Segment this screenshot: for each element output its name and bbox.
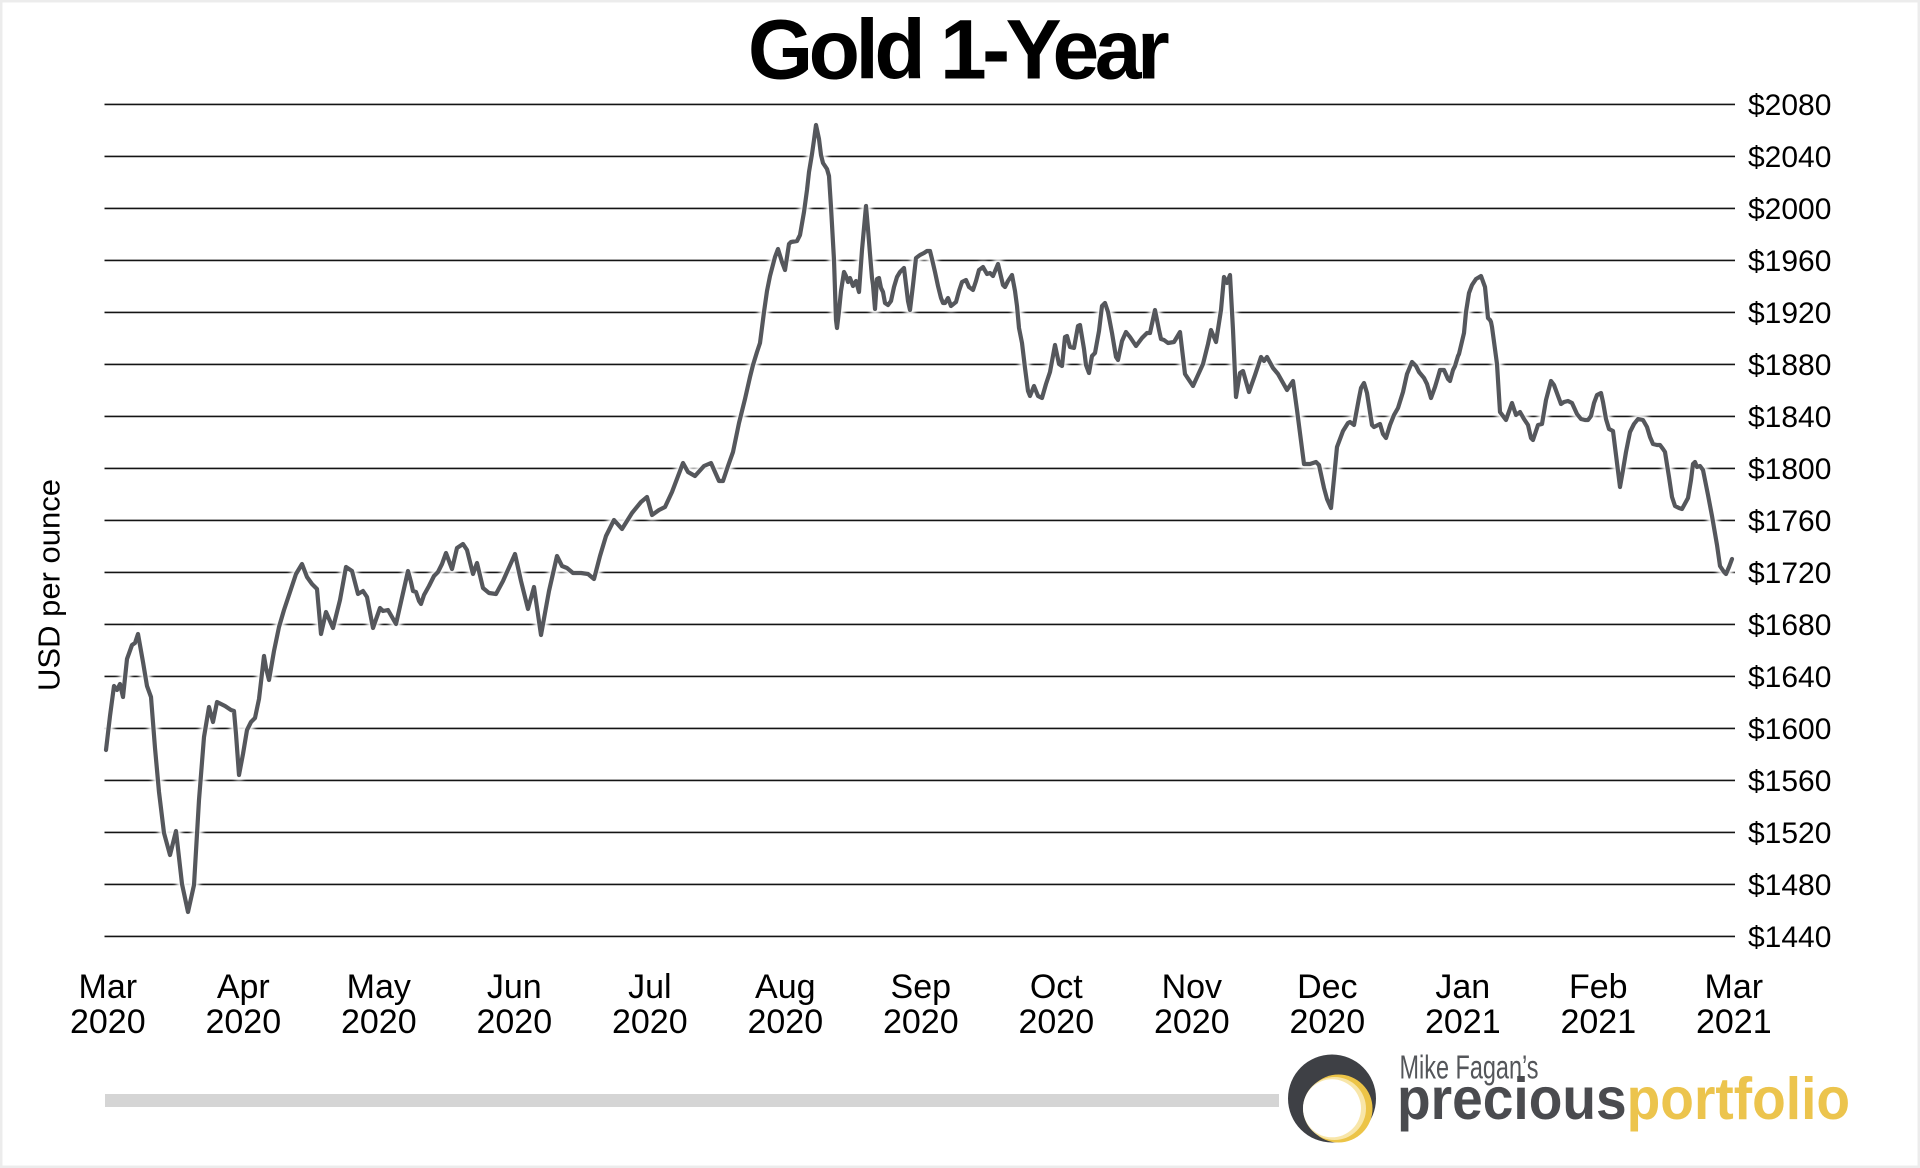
svg-text:Jul: Jul [628, 968, 671, 1006]
svg-text:Oct: Oct [1030, 968, 1083, 1006]
svg-text:2021: 2021 [1696, 1003, 1772, 1041]
svg-text:preciousportfolio: preciousportfolio [1397, 1066, 1850, 1132]
svg-text:May: May [347, 968, 411, 1006]
svg-text:$1680: $1680 [1748, 609, 1831, 642]
svg-text:$1720: $1720 [1748, 557, 1831, 590]
svg-text:Sep: Sep [891, 968, 952, 1006]
svg-text:USD per ounce: USD per ounce [32, 479, 67, 691]
svg-text:$1600: $1600 [1748, 713, 1831, 746]
svg-text:Jun: Jun [487, 968, 542, 1006]
svg-text:$2040: $2040 [1748, 141, 1831, 174]
svg-text:Gold 1-Year: Gold 1-Year [748, 3, 1169, 97]
svg-text:2020: 2020 [883, 1003, 959, 1041]
svg-text:Aug: Aug [755, 968, 816, 1006]
svg-text:2020: 2020 [1289, 1003, 1365, 1041]
svg-text:$1920: $1920 [1748, 297, 1831, 330]
svg-text:2021: 2021 [1560, 1003, 1636, 1041]
svg-text:$1560: $1560 [1748, 765, 1831, 798]
svg-text:2020: 2020 [205, 1003, 281, 1041]
svg-text:2020: 2020 [612, 1003, 688, 1041]
svg-text:2021: 2021 [1425, 1003, 1501, 1041]
svg-text:2020: 2020 [1154, 1003, 1230, 1041]
svg-text:$1840: $1840 [1748, 401, 1831, 434]
svg-text:$1440: $1440 [1748, 921, 1831, 954]
svg-text:$1480: $1480 [1748, 869, 1831, 902]
svg-text:$1640: $1640 [1748, 661, 1831, 694]
svg-text:Nov: Nov [1162, 968, 1222, 1006]
svg-text:2020: 2020 [341, 1003, 417, 1041]
svg-text:Mike Fagan’s: Mike Fagan’s [1400, 1050, 1539, 1087]
svg-text:$1880: $1880 [1748, 349, 1831, 382]
svg-text:2020: 2020 [70, 1003, 146, 1041]
svg-text:2020: 2020 [1018, 1003, 1094, 1041]
svg-text:$1520: $1520 [1748, 817, 1831, 850]
svg-text:$1760: $1760 [1748, 505, 1831, 538]
svg-text:Jan: Jan [1435, 968, 1490, 1006]
svg-text:Mar: Mar [1705, 968, 1764, 1006]
svg-text:$2000: $2000 [1748, 193, 1831, 226]
svg-text:2020: 2020 [476, 1003, 552, 1041]
svg-text:Mar: Mar [79, 968, 138, 1006]
svg-text:$1800: $1800 [1748, 453, 1831, 486]
svg-text:Dec: Dec [1297, 968, 1357, 1006]
svg-text:Apr: Apr [217, 968, 270, 1006]
svg-text:Feb: Feb [1569, 968, 1628, 1006]
svg-text:$1960: $1960 [1748, 245, 1831, 278]
svg-text:2020: 2020 [747, 1003, 823, 1041]
svg-text:$2080: $2080 [1748, 89, 1831, 122]
